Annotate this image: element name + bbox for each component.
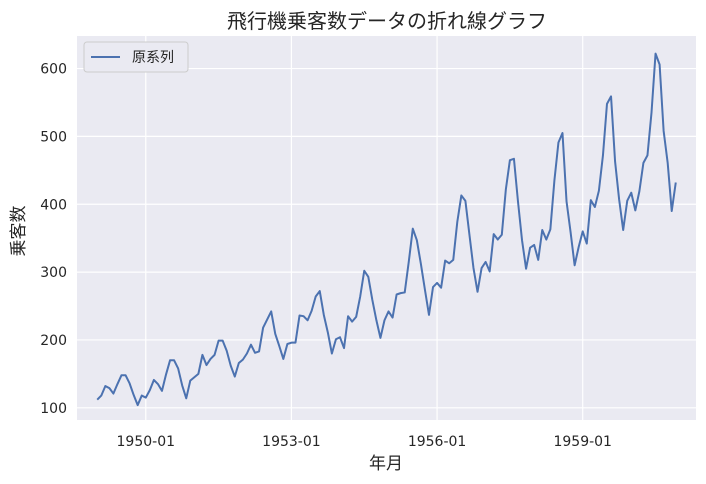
chart-title: 飛行機乗客数データの折れ線グラフ (227, 9, 547, 33)
grid-lines (77, 36, 696, 420)
x-tick-label: 1953-01 (262, 434, 321, 450)
series-layer (96, 52, 677, 407)
x-tick-label: 1956-01 (408, 434, 467, 450)
x-axis-label: 年月 (369, 454, 403, 474)
y-tick-label: 100 (40, 401, 67, 417)
legend-label: 原系列 (132, 50, 174, 66)
y-tick-label: 300 (40, 265, 67, 281)
y-tick-label: 400 (40, 197, 67, 213)
tick-labels: 100 200 300 400 500 600 1950-01 1953-01 1956-01 1… (40, 62, 612, 450)
legend-frame (83, 41, 189, 73)
y-tick-label: 600 (40, 62, 67, 78)
x-tick-label: 1959-01 (553, 434, 612, 450)
y-axis-label: 乗客数 (9, 206, 29, 257)
x-tick-label: 1950-01 (117, 434, 176, 450)
plot-area (77, 36, 696, 420)
legend: 原系列 (83, 41, 189, 73)
series-line (96, 52, 677, 407)
y-tick-label: 500 (40, 129, 67, 145)
y-tick-label: 200 (40, 333, 67, 349)
